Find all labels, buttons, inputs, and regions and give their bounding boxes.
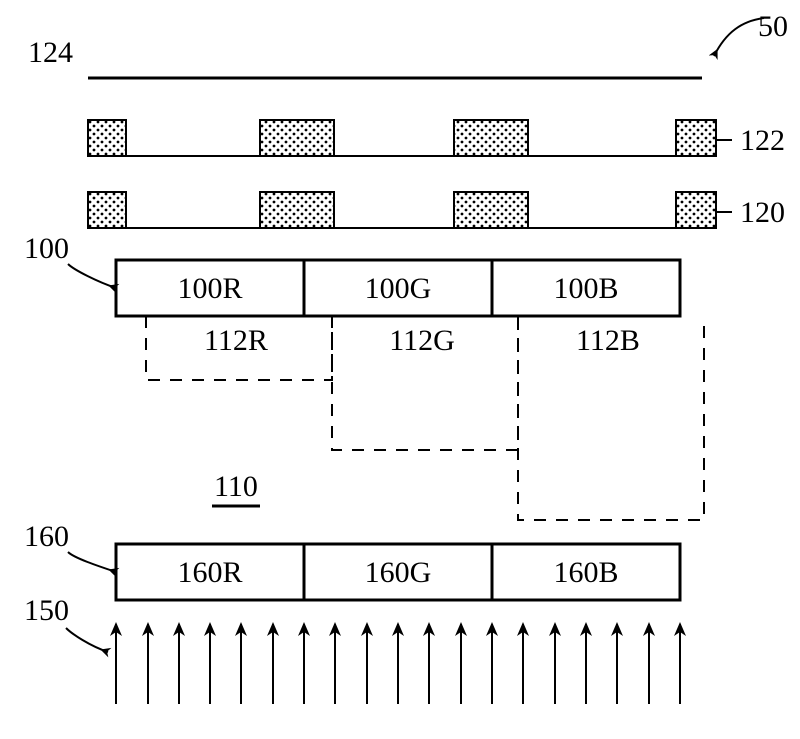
row-160-cell-label: 160R <box>177 556 242 589</box>
row-120-box <box>676 192 716 228</box>
label-112: 112B <box>576 324 640 357</box>
callout-100-text: 100 <box>24 232 69 265</box>
label-110: 110 <box>214 470 258 503</box>
row-100-cell-label: 100R <box>177 272 242 305</box>
row-120-box <box>260 192 334 228</box>
row-120-box <box>88 192 126 228</box>
row-160-cell-label: 160G <box>365 556 432 589</box>
callout-50-text: 50 <box>758 10 788 43</box>
row-122-box <box>260 120 334 156</box>
callout-122-text: 122 <box>740 124 785 157</box>
callout-120-text: 120 <box>740 196 785 229</box>
pointer-50 <box>714 18 764 56</box>
callout-160-text: 160 <box>24 520 69 553</box>
callout-124-text: 124 <box>28 36 73 69</box>
row-160-cell-label: 160B <box>553 556 618 589</box>
row-122-box <box>88 120 126 156</box>
row-120-box <box>454 192 528 228</box>
callout-150-text: 150 <box>24 594 69 627</box>
callout-100-pointer <box>68 264 116 288</box>
label-112: 112R <box>204 324 268 357</box>
callout-150-pointer <box>66 628 108 652</box>
label-112: 112G <box>389 324 455 357</box>
callout-160-pointer <box>68 552 116 572</box>
row-122-box <box>454 120 528 156</box>
row-122-box <box>676 120 716 156</box>
diagram-stage: 100R 100G 100B 112R 112G 112B 110 160R 160G 160B 1… <box>0 0 800 739</box>
row-100-cell-label: 100B <box>553 272 618 305</box>
row-100-cell-label: 100G <box>365 272 432 305</box>
